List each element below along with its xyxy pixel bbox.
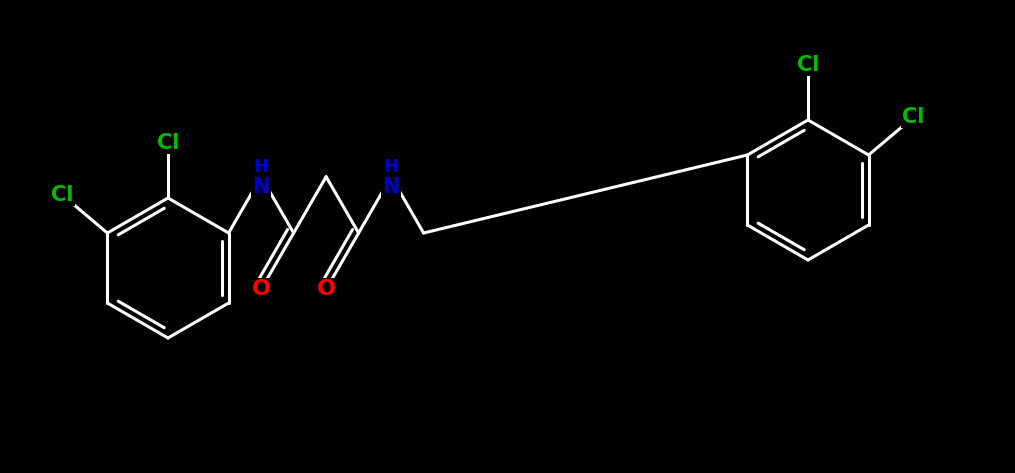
Text: Cl: Cl	[156, 133, 180, 153]
Text: Cl: Cl	[902, 107, 925, 127]
Text: H: H	[254, 158, 269, 175]
Text: Cl: Cl	[51, 185, 73, 205]
Text: Cl: Cl	[797, 55, 819, 75]
Text: O: O	[317, 279, 336, 299]
Text: N: N	[383, 177, 400, 197]
Text: H: H	[384, 158, 399, 175]
Text: N: N	[253, 177, 270, 197]
Text: O: O	[252, 279, 271, 299]
